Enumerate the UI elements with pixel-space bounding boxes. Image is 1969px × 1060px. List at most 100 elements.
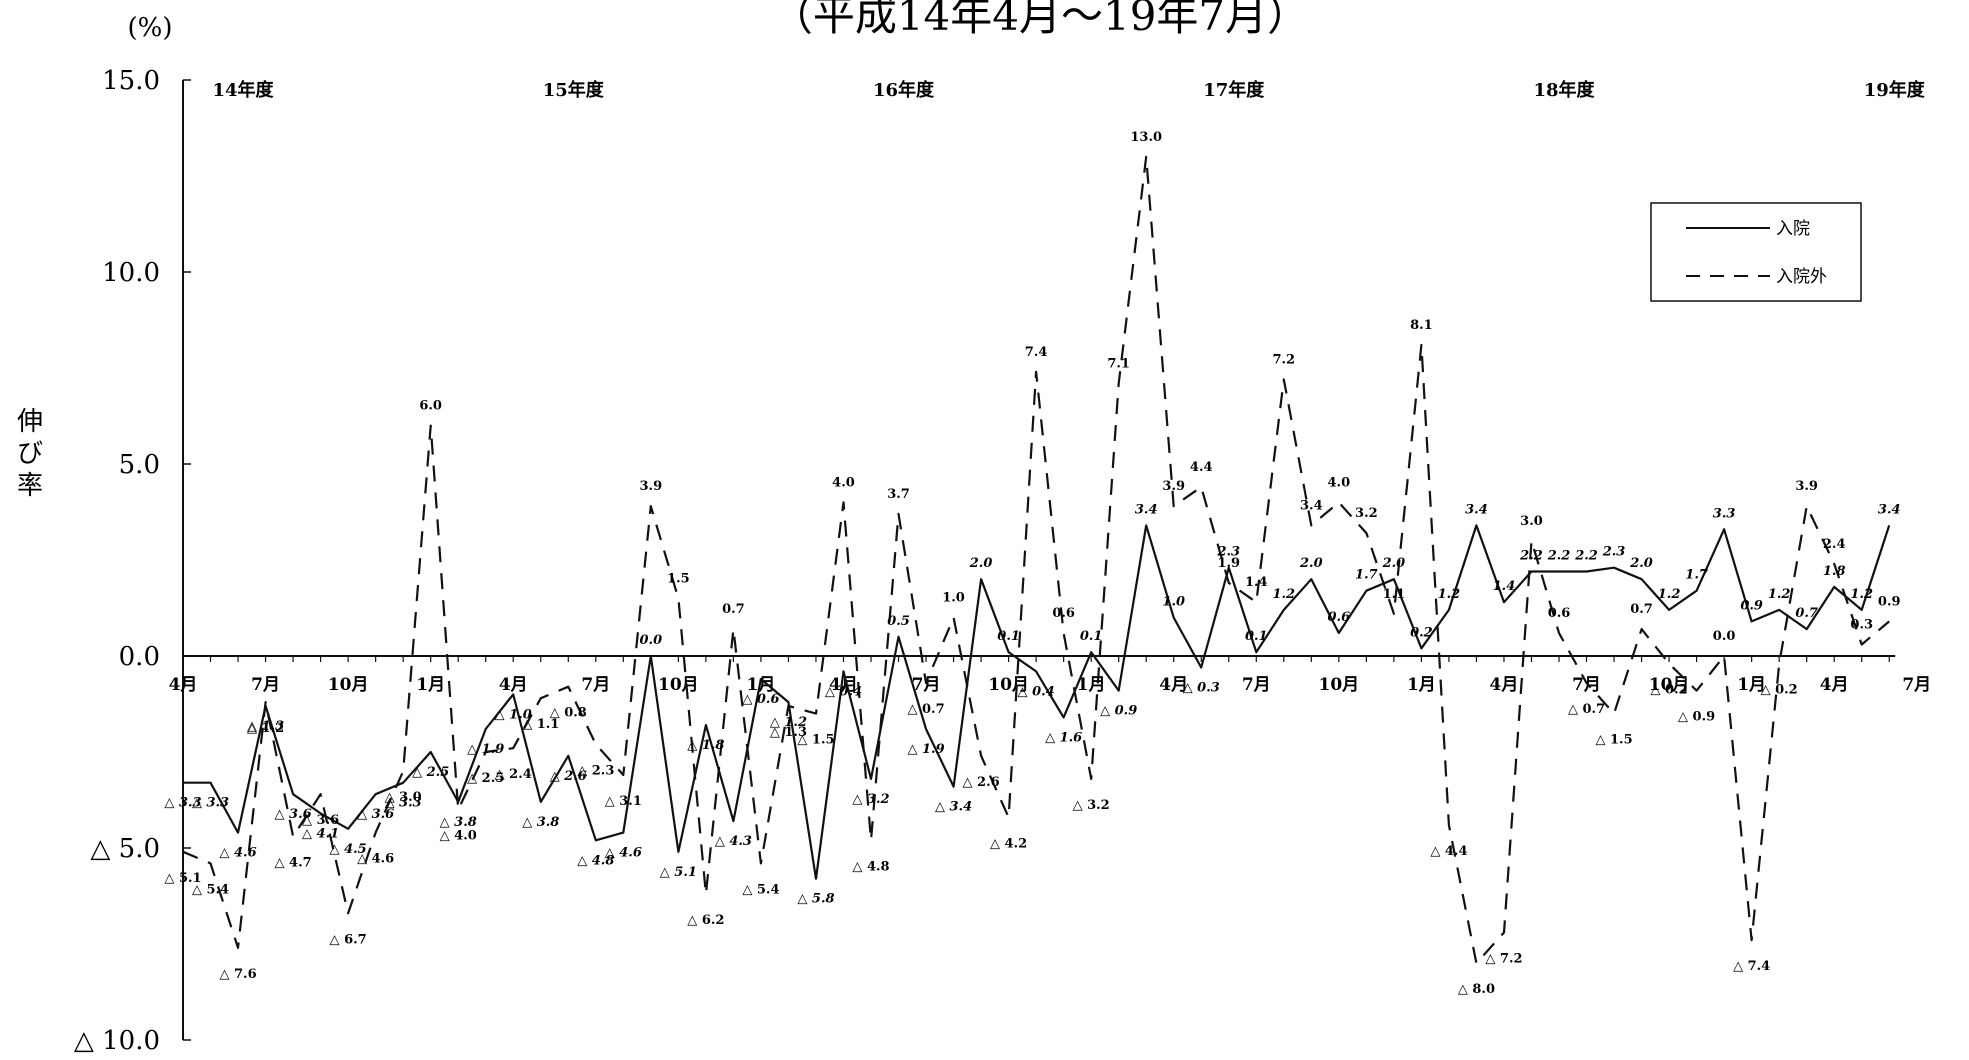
data-label-outpatient: △ 4.0 [440, 829, 477, 844]
data-label-outpatient: △ 0.7 [1568, 702, 1605, 717]
data-label-inpatient: △ 1.8 [687, 738, 724, 753]
data-label-inpatient: △ 3.8 [522, 815, 559, 830]
month-label: 4月 [829, 675, 858, 695]
data-label-inpatient: 1.2 [1272, 587, 1295, 602]
data-label-outpatient: △ 4.6 [357, 852, 394, 867]
data-label-inpatient: △ 3.3 [385, 796, 422, 811]
data-label-outpatient: △ 4.4 [1430, 844, 1467, 859]
data-label-outpatient: 4.0 [1328, 475, 1351, 490]
data-label-outpatient: 4.4 [1190, 460, 1213, 475]
data-label-inpatient: 2.3 [1216, 545, 1240, 560]
month-label: 7月 [1242, 675, 1271, 695]
data-label-outpatient: △ 1.2 [247, 721, 284, 736]
data-label-inpatient: 3.3 [1713, 506, 1736, 521]
month-label: 10月 [1649, 675, 1690, 695]
month-label: 7月 [912, 675, 941, 695]
data-label-inpatient: △ 0.9 [1100, 704, 1137, 719]
data-label-outpatient: 0.7 [722, 602, 745, 617]
data-label-outpatient: △ 0.2 [1651, 683, 1688, 698]
data-label-outpatient: 0.3 [1850, 617, 1873, 632]
data-label-inpatient: 0.1 [1245, 629, 1268, 644]
series-lines [182, 155, 1891, 965]
data-label-outpatient: △ 6.7 [330, 932, 367, 947]
data-label-inpatient: △ 4.1 [302, 826, 339, 841]
data-label-outpatient: 0.9 [1878, 594, 1901, 609]
y-tick-label: △ 5.0 [90, 834, 160, 864]
data-label-inpatient: △ 4.8 [577, 853, 614, 868]
y-tick-label: 5.0 [119, 450, 160, 480]
data-label-inpatient: △ 1.2 [770, 715, 807, 730]
data-label-outpatient: △ 7.6 [219, 967, 256, 982]
month-label: 1月 [416, 675, 445, 695]
data-label-inpatient: 1.2 [1850, 587, 1873, 602]
data-label-inpatient: 2.2 [1574, 549, 1598, 564]
data-label-outpatient: 7.1 [1107, 356, 1130, 371]
data-label-inpatient: 0.6 [1328, 610, 1351, 625]
axes [182, 80, 1896, 1040]
data-label-inpatient: 2.0 [1299, 556, 1323, 571]
y-ticks: 15.0 10.0 5.0 0.0 △ 5.0 △ 10.0 [74, 66, 191, 1056]
data-label-inpatient: 1.2 [1438, 587, 1461, 602]
data-label-inpatient: △ 3.3 [192, 796, 229, 811]
data-label-inpatient: 2.2 [1547, 549, 1571, 564]
data-label-inpatient: 2.0 [969, 556, 993, 571]
data-label-inpatient: 2.0 [1382, 556, 1406, 571]
y-tick-label: 0.0 [119, 642, 160, 672]
data-label-outpatient: △ 1.3 [770, 725, 807, 740]
data-label-inpatient: △ 0.4 [825, 684, 862, 699]
data-label-outpatient: 7.2 [1272, 353, 1295, 368]
data-label-outpatient: △ 0.7 [907, 702, 944, 717]
data-label-outpatient: 3.7 [887, 487, 910, 502]
month-label: 10月 [1319, 675, 1360, 695]
month-labels: 4月 7月 10月 1月 4月 7月 10月 1月 4月 7月 10月 1月 4月 7月 10月 1月 4月 7月… [169, 675, 1932, 695]
data-label-outpatient: △ 3.1 [605, 794, 642, 809]
y-tick-label: △ 10.0 [74, 1026, 160, 1056]
data-label-inpatient: 1.2 [1768, 587, 1791, 602]
month-label: 7月 [581, 675, 610, 695]
month-label: 4月 [499, 675, 528, 695]
y-tick-label: 10.0 [102, 258, 160, 288]
data-label-outpatient: △ 1.1 [522, 717, 559, 732]
data-label-inpatient: 0.1 [997, 629, 1020, 644]
data-label-outpatient: 3.9 [640, 479, 663, 494]
data-label-outpatient: △ 2.4 [495, 767, 532, 782]
data-label-inpatient: △ 1.3 [247, 719, 284, 734]
month-label: 4月 [1490, 675, 1519, 695]
data-label-outpatient: 1.1 [1383, 587, 1406, 602]
data-label-inpatient: 2.2 [1519, 549, 1543, 564]
data-label-inpatient: △ 2.5 [412, 765, 449, 780]
data-label-inpatient: 0.0 [640, 633, 663, 648]
data-label-outpatient: 0.7 [1630, 602, 1653, 617]
data-label-outpatient: 1.4 [1245, 575, 1268, 590]
data-label-inpatient: △ 0.6 [742, 692, 779, 707]
data-label-inpatient: 2.0 [1629, 556, 1653, 571]
data-label-outpatient: 3.2 [1355, 506, 1378, 521]
data-label-outpatient: △ 0.8 [550, 706, 587, 721]
data-label-inpatient: 1.8 [1823, 564, 1846, 579]
chart-title: （平成14年4月～19年7月） [771, 0, 1309, 40]
data-label-inpatient: 0.2 [1410, 625, 1433, 640]
data-label-outpatient: △ 2.5 [467, 771, 504, 786]
data-label-inpatient: △ 0.3 [1183, 681, 1220, 696]
data-label-inpatient: △ 3.8 [440, 815, 477, 830]
data-label-outpatient: △ 1.5 [797, 733, 834, 748]
data-label-outpatient: 2.4 [1823, 537, 1846, 552]
data-label-outpatient: 1.9 [1217, 556, 1240, 571]
data-label-inpatient: 2.3 [1602, 545, 1626, 560]
data-label-inpatient: △ 5.1 [660, 865, 697, 880]
fiscal-year-label: 19年度 [1864, 79, 1926, 101]
data-label-inpatient: △ 4.5 [330, 842, 367, 857]
data-label-inpatient: △ 4.6 [219, 846, 256, 861]
data-label-inpatient: △ 3.6 [357, 807, 394, 822]
month-label: 1月 [746, 675, 775, 695]
data-label-inpatient: 1.4 [1493, 579, 1516, 594]
data-label-outpatient: △ 7.2 [1485, 951, 1522, 966]
data-label-outpatient: △ 2.3 [577, 763, 614, 778]
month-label: 7月 [1902, 675, 1931, 695]
data-label-outpatient: 6.0 [419, 399, 442, 414]
month-label: 1月 [1407, 675, 1436, 695]
data-label-inpatient: 0.7 [1795, 606, 1818, 621]
data-label-outpatient: △ 6.2 [687, 913, 724, 928]
data-label-outpatient: 13.0 [1130, 130, 1162, 145]
